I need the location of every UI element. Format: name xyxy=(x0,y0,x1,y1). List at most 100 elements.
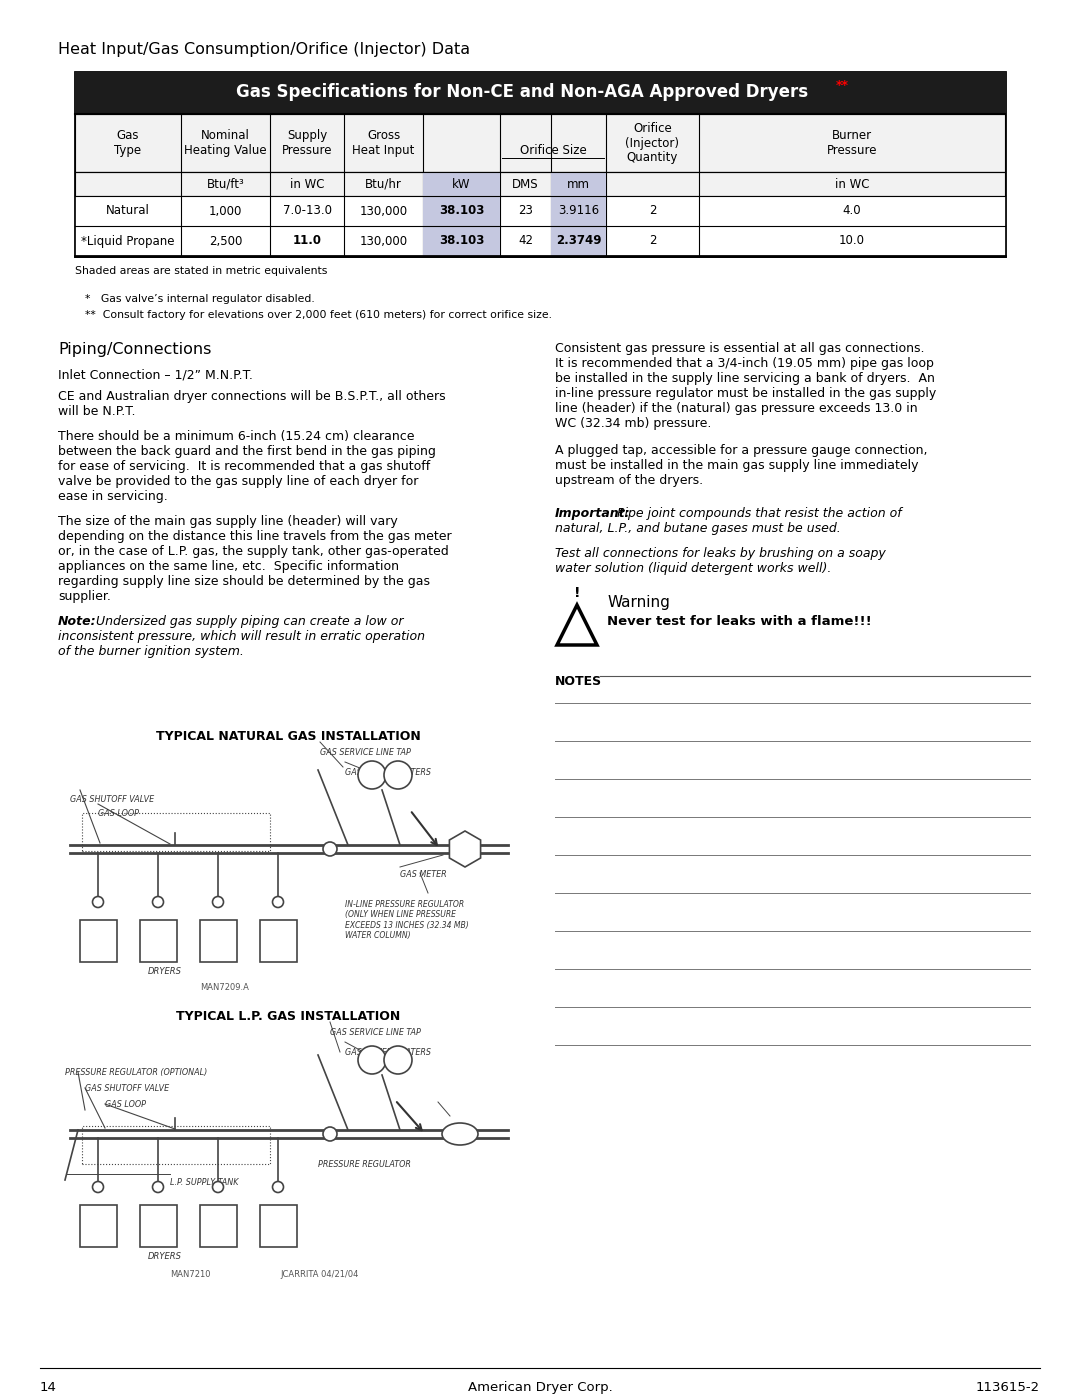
Text: Consistent gas pressure is essential at all gas connections.: Consistent gas pressure is essential at … xyxy=(555,342,924,355)
Text: GAS SHUTOFF VALVE: GAS SHUTOFF VALVE xyxy=(70,795,154,805)
Text: 130,000: 130,000 xyxy=(360,235,407,247)
Text: in-line pressure regulator must be installed in the gas supply: in-line pressure regulator must be insta… xyxy=(555,387,936,400)
Circle shape xyxy=(152,1182,163,1193)
Text: 23: 23 xyxy=(518,204,532,218)
Text: IN-LINE PRESSURE REGULATOR
(ONLY WHEN LINE PRESSURE
EXCEEDS 13 INCHES (32.34 MB): IN-LINE PRESSURE REGULATOR (ONLY WHEN LI… xyxy=(345,900,469,940)
Text: Test all connections for leaks by brushing on a soapy: Test all connections for leaks by brushi… xyxy=(555,548,886,560)
Text: between the back guard and the first bend in the gas piping: between the back guard and the first ben… xyxy=(58,446,436,458)
Text: mm: mm xyxy=(567,177,590,190)
Text: inconsistent pressure, which will result in erratic operation: inconsistent pressure, which will result… xyxy=(58,630,426,643)
Polygon shape xyxy=(557,605,597,645)
Text: **  Consult factory for elevations over 2,000 feet (610 meters) for correct orif: ** Consult factory for elevations over 2… xyxy=(85,310,552,320)
Bar xyxy=(423,172,500,196)
Bar xyxy=(200,921,237,963)
Polygon shape xyxy=(449,831,481,868)
Circle shape xyxy=(323,1127,337,1141)
Text: GAS LOOP: GAS LOOP xyxy=(98,809,139,819)
Text: CE and Australian dryer connections will be B.S.P.T., all others: CE and Australian dryer connections will… xyxy=(58,390,446,402)
Text: natural, L.P., and butane gases must be used.: natural, L.P., and butane gases must be … xyxy=(555,522,840,535)
Text: 130,000: 130,000 xyxy=(360,204,407,218)
Text: appliances on the same line, etc.  Specific information: appliances on the same line, etc. Specif… xyxy=(58,560,399,573)
Bar xyxy=(551,196,606,226)
Circle shape xyxy=(357,761,386,789)
Text: kW: kW xyxy=(453,177,471,190)
Text: 113615-2: 113615-2 xyxy=(976,1382,1040,1394)
Text: 14: 14 xyxy=(40,1382,57,1394)
Text: Pipe joint compounds that resist the action of: Pipe joint compounds that resist the act… xyxy=(617,507,902,520)
Text: Piping/Connections: Piping/Connections xyxy=(58,342,212,358)
Text: in WC: in WC xyxy=(835,177,869,190)
Text: 3.9116: 3.9116 xyxy=(558,204,599,218)
Text: Important:: Important: xyxy=(555,507,631,520)
Circle shape xyxy=(213,1182,224,1193)
Circle shape xyxy=(272,1182,283,1193)
Text: be installed in the supply line servicing a bank of dryers.  An: be installed in the supply line servicin… xyxy=(555,372,935,386)
Circle shape xyxy=(272,897,283,908)
Text: *   Gas valve’s internal regulator disabled.: * Gas valve’s internal regulator disable… xyxy=(85,293,314,305)
Circle shape xyxy=(357,1046,386,1074)
Text: 42: 42 xyxy=(518,235,534,247)
Text: It is recommended that a 3/4-inch (19.05 mm) pipe gas loop: It is recommended that a 3/4-inch (19.05… xyxy=(555,358,934,370)
Bar xyxy=(200,1206,237,1248)
Bar xyxy=(82,813,270,851)
Text: TYPICAL NATURAL GAS INSTALLATION: TYPICAL NATURAL GAS INSTALLATION xyxy=(156,731,420,743)
Text: 38.103: 38.103 xyxy=(438,204,484,218)
Text: L.P. SUPPLY TANK: L.P. SUPPLY TANK xyxy=(170,1178,239,1187)
Bar xyxy=(75,73,1005,256)
Text: Natural: Natural xyxy=(106,204,150,218)
Text: PRESSURE REGULATOR: PRESSURE REGULATOR xyxy=(318,1160,410,1169)
Text: Undersized gas supply piping can create a low or: Undersized gas supply piping can create … xyxy=(96,615,404,629)
Text: Gross
Heat Input: Gross Heat Input xyxy=(352,129,415,156)
Text: !: ! xyxy=(573,585,580,599)
Circle shape xyxy=(152,897,163,908)
Text: upstream of the dryers.: upstream of the dryers. xyxy=(555,474,703,488)
Bar xyxy=(140,1206,177,1248)
Text: Gas Specifications for Non-CE and Non-AGA Approved Dryers: Gas Specifications for Non-CE and Non-AG… xyxy=(235,82,808,101)
Bar xyxy=(423,226,500,256)
Text: GAS METER: GAS METER xyxy=(400,870,447,879)
Text: 2.3749: 2.3749 xyxy=(556,235,602,247)
Text: Btu/hr: Btu/hr xyxy=(365,177,402,190)
Text: Heat Input/Gas Consumption/Orifice (Injector) Data: Heat Input/Gas Consumption/Orifice (Inje… xyxy=(58,42,470,57)
Bar xyxy=(75,196,1005,226)
Text: for ease of servicing.  It is recommended that a gas shutoff: for ease of servicing. It is recommended… xyxy=(58,460,430,474)
Text: Shaded areas are stated in metric equivalents: Shaded areas are stated in metric equiva… xyxy=(75,265,327,277)
Text: GAS SERVICE LINE TAP: GAS SERVICE LINE TAP xyxy=(320,747,410,757)
Circle shape xyxy=(213,897,224,908)
Bar xyxy=(80,1206,117,1248)
Text: DMS: DMS xyxy=(512,177,539,190)
Text: GAS SERVICE LINE TAP: GAS SERVICE LINE TAP xyxy=(330,1028,421,1037)
Text: GAS LOOP: GAS LOOP xyxy=(105,1099,146,1109)
Bar xyxy=(140,921,177,963)
Text: 2,500: 2,500 xyxy=(208,235,242,247)
Bar xyxy=(75,115,1005,172)
Circle shape xyxy=(384,1046,411,1074)
Text: of the burner ignition system.: of the burner ignition system. xyxy=(58,645,244,658)
Bar xyxy=(75,73,1005,115)
Text: Orifice
(Injector)
Quantity: Orifice (Injector) Quantity xyxy=(625,122,679,165)
Text: American Dryer Corp.: American Dryer Corp. xyxy=(468,1382,612,1394)
Text: *Liquid Propane: *Liquid Propane xyxy=(81,235,175,247)
Text: depending on the distance this line travels from the gas meter: depending on the distance this line trav… xyxy=(58,529,451,543)
Text: The size of the main gas supply line (header) will vary: The size of the main gas supply line (he… xyxy=(58,515,397,528)
Text: Btu/ft³: Btu/ft³ xyxy=(206,177,244,190)
Text: Warning: Warning xyxy=(607,595,670,610)
Text: TYPICAL L.P. GAS INSTALLATION: TYPICAL L.P. GAS INSTALLATION xyxy=(176,1010,400,1023)
Text: DRYERS: DRYERS xyxy=(148,967,183,977)
Bar xyxy=(551,226,606,256)
Text: 4.0: 4.0 xyxy=(842,204,862,218)
Text: JCARRITA 04/21/04: JCARRITA 04/21/04 xyxy=(280,1270,359,1280)
Text: Gas
Type: Gas Type xyxy=(114,129,141,156)
Circle shape xyxy=(93,897,104,908)
Ellipse shape xyxy=(442,1123,478,1146)
Text: MAN7210: MAN7210 xyxy=(170,1270,211,1280)
Text: 7.0-13.0: 7.0-13.0 xyxy=(283,204,332,218)
Text: Orifice Size: Orifice Size xyxy=(519,144,586,158)
Text: ease in servicing.: ease in servicing. xyxy=(58,490,167,503)
Text: valve be provided to the gas supply line of each dryer for: valve be provided to the gas supply line… xyxy=(58,475,418,488)
Text: 2: 2 xyxy=(649,204,657,218)
Circle shape xyxy=(384,761,411,789)
Text: will be N.P.T.: will be N.P.T. xyxy=(58,405,135,418)
Text: WC (32.34 mb) pressure.: WC (32.34 mb) pressure. xyxy=(555,416,712,430)
Text: Never test for leaks with a flame!!!: Never test for leaks with a flame!!! xyxy=(607,615,872,629)
